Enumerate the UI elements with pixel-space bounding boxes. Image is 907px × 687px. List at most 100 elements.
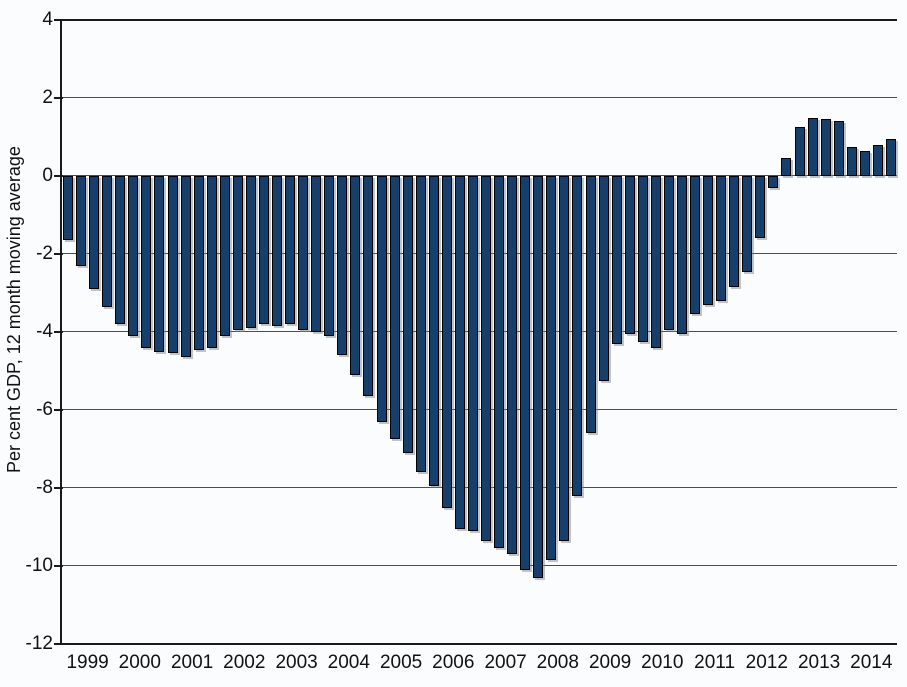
y-axis-tick-label: 0 bbox=[42, 165, 53, 186]
bar-2008-q2 bbox=[546, 176, 557, 561]
bar-2014-q4 bbox=[885, 138, 896, 176]
y-axis-tick-label: -6 bbox=[36, 399, 53, 420]
bar-2003-q3 bbox=[298, 176, 309, 331]
x-axis-year-label: 2005 bbox=[379, 652, 423, 673]
x-axis-year-label: 2003 bbox=[275, 652, 318, 673]
gridline bbox=[61, 409, 897, 411]
x-axis-year-label: 2012 bbox=[745, 652, 788, 673]
bar-2013-q3 bbox=[820, 119, 831, 176]
bar-2010-q3 bbox=[663, 176, 674, 331]
bar-1999-q4 bbox=[102, 176, 113, 307]
bar-2001-q3 bbox=[193, 176, 204, 350]
bar-2008-q3 bbox=[559, 176, 570, 541]
bar-2004-q2 bbox=[337, 176, 348, 356]
bar-2004-q4 bbox=[363, 176, 374, 397]
bar-2000-q3 bbox=[141, 176, 152, 348]
bar-2008-q4 bbox=[572, 176, 583, 496]
bar-2006-q4 bbox=[467, 176, 478, 531]
y-axis-tick bbox=[54, 97, 63, 99]
bar-2012-q2 bbox=[755, 176, 766, 239]
y-axis-tick bbox=[54, 19, 63, 21]
bar-2001-q2 bbox=[180, 176, 191, 358]
bar-2000-q1 bbox=[115, 176, 126, 325]
bar-2009-q1 bbox=[585, 176, 596, 434]
x-axis-year-label: 2009 bbox=[588, 652, 632, 673]
y-axis-tick-label: 4 bbox=[42, 9, 53, 30]
bar-2010-q4 bbox=[676, 176, 687, 334]
x-axis-year-label: 2001 bbox=[170, 652, 214, 673]
bar-2008-q1 bbox=[533, 176, 544, 578]
y-axis-title: Per cent GDP, 12 month moving average bbox=[4, 146, 24, 473]
y-axis-tick bbox=[54, 487, 63, 489]
x-axis-year-label: 2013 bbox=[797, 652, 841, 673]
plot-border-top bbox=[61, 19, 897, 21]
y-axis-tick-label: -12 bbox=[25, 633, 53, 654]
y-axis-tick-label: -10 bbox=[25, 555, 53, 576]
y-axis-tick bbox=[54, 253, 63, 255]
bar-2014-q1 bbox=[846, 146, 857, 176]
gridline bbox=[61, 97, 897, 99]
bar-2009-q3 bbox=[611, 176, 622, 344]
bar-2004-q3 bbox=[350, 176, 361, 375]
bar-2003-q4 bbox=[311, 176, 322, 332]
x-axis-year-label: 2007 bbox=[484, 652, 527, 673]
x-axis-year-label: 2010 bbox=[641, 652, 684, 673]
bar-2005-q2 bbox=[389, 176, 400, 440]
x-axis-year-label: 2014 bbox=[850, 652, 893, 673]
bar-2012-q3 bbox=[768, 176, 779, 188]
bar-1999-q3 bbox=[89, 176, 100, 290]
bar-2004-q1 bbox=[324, 176, 335, 336]
x-axis-year-label: 2011 bbox=[694, 652, 736, 673]
y-axis-tick bbox=[54, 643, 63, 645]
gridline bbox=[61, 565, 897, 567]
x-axis-year-label: 2006 bbox=[432, 652, 475, 673]
gridline bbox=[61, 175, 897, 177]
bar-2013-q1 bbox=[794, 127, 805, 176]
bar-2012-q1 bbox=[742, 176, 753, 272]
y-axis-tick bbox=[54, 565, 63, 567]
bar-2002-q3 bbox=[245, 176, 256, 329]
plot-border-bottom bbox=[61, 643, 897, 645]
bar-2002-q2 bbox=[232, 176, 243, 331]
bar-2000-q4 bbox=[154, 176, 165, 352]
bar-2010-q2 bbox=[650, 176, 661, 348]
bar-2003-q1 bbox=[272, 176, 282, 327]
bar-2013-q2 bbox=[807, 117, 818, 176]
x-axis-year-label: 2000 bbox=[118, 652, 161, 673]
x-axis-year-label: 2008 bbox=[536, 652, 579, 673]
bar-2005-q1 bbox=[376, 176, 387, 422]
bar-1999-q2 bbox=[76, 176, 87, 266]
bar-2001-q4 bbox=[206, 176, 217, 348]
bar-2002-q1 bbox=[219, 176, 230, 336]
bar-2000-q2 bbox=[128, 176, 139, 336]
y-axis-tick bbox=[54, 175, 63, 177]
x-axis-year-label: 2002 bbox=[223, 652, 266, 673]
bar-2013-q4 bbox=[833, 121, 844, 176]
bar-2007-q1 bbox=[481, 176, 491, 541]
bar-2007-q3 bbox=[507, 176, 518, 555]
bar-2010-q1 bbox=[637, 176, 648, 342]
bar-2014-q3 bbox=[872, 144, 883, 176]
gridline bbox=[61, 487, 897, 489]
gridline bbox=[61, 253, 897, 255]
bar-2006-q2 bbox=[441, 176, 452, 508]
y-axis-tick-label: -2 bbox=[36, 243, 53, 264]
bar-2011-q2 bbox=[703, 176, 714, 305]
x-axis-year-label: 2004 bbox=[327, 652, 370, 673]
bar-2011-q4 bbox=[729, 176, 740, 288]
bar-2009-q4 bbox=[624, 176, 635, 334]
bar-2002-q4 bbox=[258, 176, 269, 325]
bar-2009-q2 bbox=[598, 176, 609, 381]
bar-2007-q4 bbox=[520, 176, 531, 570]
bar-2006-q1 bbox=[428, 176, 439, 487]
bar-2003-q2 bbox=[285, 176, 296, 325]
y-axis-tick-label: 2 bbox=[42, 87, 53, 108]
bar-2005-q3 bbox=[402, 176, 413, 453]
bar-2011-q3 bbox=[716, 176, 727, 301]
y-axis-tick-label: -8 bbox=[36, 477, 53, 498]
y-axis-tick-label: -4 bbox=[36, 321, 53, 342]
x-axis-year-label: 1999 bbox=[66, 652, 109, 673]
bar-2007-q2 bbox=[494, 176, 505, 549]
bar-1999-q1 bbox=[63, 176, 73, 241]
